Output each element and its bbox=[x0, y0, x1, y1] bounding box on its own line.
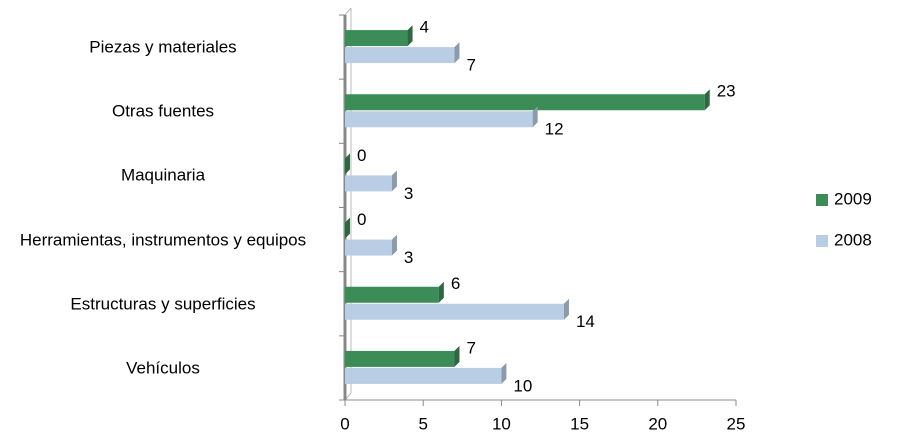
value-label: 6 bbox=[451, 274, 460, 293]
legend-label: 2008 bbox=[834, 230, 872, 249]
bar bbox=[345, 111, 533, 128]
value-label: 14 bbox=[576, 312, 595, 331]
value-label: 7 bbox=[466, 338, 475, 357]
bar-end bbox=[501, 362, 507, 384]
category-label: Herramientas, instrumentos y equipos bbox=[19, 230, 307, 250]
bar-end bbox=[391, 170, 397, 192]
bar-end bbox=[438, 281, 444, 303]
bar bbox=[345, 286, 439, 303]
bar-end bbox=[532, 106, 538, 128]
bar-end bbox=[407, 25, 413, 47]
value-label: 3 bbox=[404, 248, 413, 267]
bar bbox=[345, 47, 455, 64]
bar-end bbox=[454, 42, 460, 64]
axis-depth bbox=[344, 7, 352, 401]
legend-swatch bbox=[816, 235, 828, 247]
x-tick-label: 0 bbox=[340, 414, 349, 433]
bar bbox=[345, 367, 502, 384]
bar bbox=[345, 94, 705, 111]
value-label: 23 bbox=[717, 82, 736, 101]
value-label: 12 bbox=[545, 120, 564, 139]
category-label: Estructuras y superficies bbox=[70, 294, 256, 314]
bar bbox=[345, 303, 564, 320]
bar-end bbox=[391, 234, 397, 256]
value-label: 3 bbox=[404, 184, 413, 203]
value-label: 0 bbox=[357, 210, 366, 229]
bar bbox=[345, 239, 392, 256]
value-label: 4 bbox=[420, 18, 429, 37]
category-label: Otras fuentes bbox=[111, 101, 215, 121]
bar-end bbox=[563, 298, 569, 320]
value-label: 0 bbox=[357, 146, 366, 165]
bar-end bbox=[345, 217, 350, 239]
bar bbox=[345, 350, 455, 367]
value-label: 7 bbox=[466, 56, 475, 75]
bar-end bbox=[345, 153, 350, 175]
x-tick-label: 10 bbox=[492, 414, 511, 433]
bar-end bbox=[704, 89, 710, 111]
bar bbox=[345, 30, 408, 47]
legend-swatch bbox=[816, 194, 828, 206]
bar bbox=[345, 175, 392, 192]
category-label: Vehículos bbox=[126, 358, 200, 378]
x-tick-label: 20 bbox=[648, 414, 667, 433]
category-label: Piezas y materiales bbox=[89, 37, 237, 57]
category-label: Maquinaria bbox=[120, 165, 206, 185]
x-tick-label: 15 bbox=[570, 414, 589, 433]
value-label: 10 bbox=[513, 376, 532, 395]
x-tick-label: 25 bbox=[727, 414, 746, 433]
bar-end bbox=[454, 345, 460, 367]
x-tick-label: 5 bbox=[418, 414, 427, 433]
legend-label: 2009 bbox=[834, 189, 872, 208]
